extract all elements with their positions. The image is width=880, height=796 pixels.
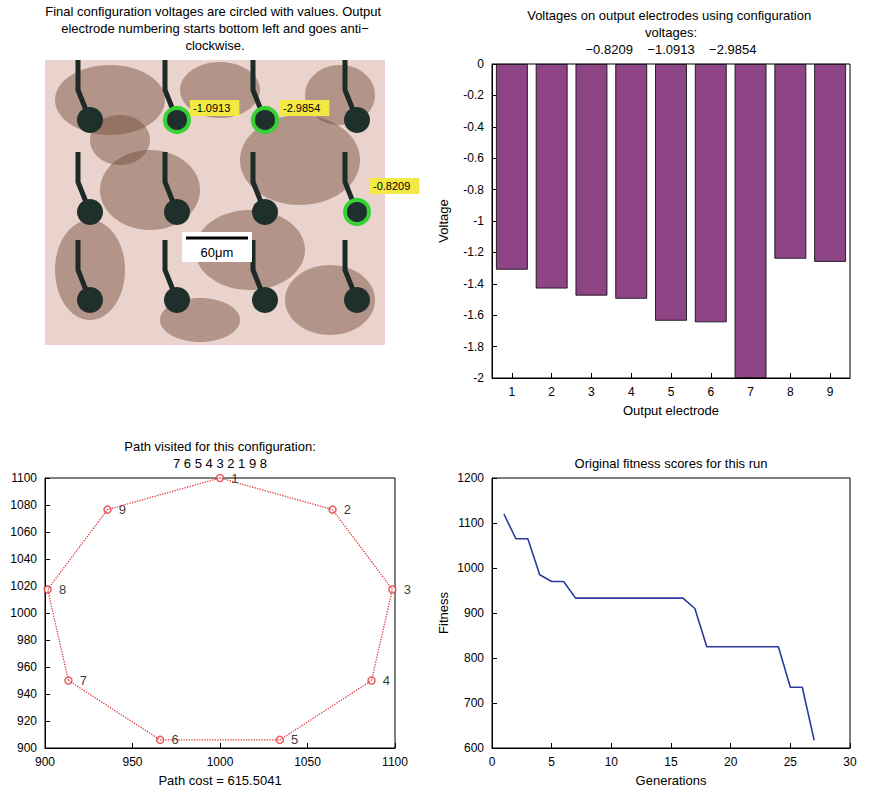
svg-text:800: 800 — [464, 651, 484, 665]
svg-text:3: 3 — [404, 582, 411, 597]
svg-text:7 6 5 4 3 2 1 9 8: 7 6 5 4 3 2 1 9 8 — [173, 456, 267, 471]
svg-text:-0.8209: -0.8209 — [373, 180, 410, 192]
svg-text:1080: 1080 — [10, 498, 37, 512]
svg-text:700: 700 — [464, 696, 484, 710]
svg-text:-0.2: -0.2 — [463, 88, 484, 102]
svg-text:1040: 1040 — [10, 552, 37, 566]
svg-text:-0.8: -0.8 — [463, 183, 484, 197]
svg-text:1050: 1050 — [294, 755, 321, 769]
svg-text:5: 5 — [548, 755, 555, 769]
svg-text:1: 1 — [509, 385, 516, 399]
svg-text:25: 25 — [784, 755, 798, 769]
svg-text:1: 1 — [231, 470, 239, 486]
svg-text:−0.8209 −1.0913 −2.9854: −0.8209 −1.0913 −2.9854 — [586, 42, 757, 57]
svg-text:0: 0 — [477, 57, 484, 71]
svg-text:-0.6: -0.6 — [463, 151, 484, 165]
svg-text:10: 10 — [605, 755, 619, 769]
svg-text:Path visited for this configur: Path visited for this configuration: — [124, 439, 316, 454]
svg-text:-1.0913: -1.0913 — [193, 102, 230, 114]
svg-text:Voltage: Voltage — [436, 199, 451, 242]
svg-text:1060: 1060 — [10, 525, 37, 539]
svg-text:-1: -1 — [473, 214, 484, 228]
svg-text:1020: 1020 — [10, 579, 37, 593]
svg-text:600: 600 — [464, 741, 484, 755]
svg-text:-1.6: -1.6 — [463, 308, 484, 322]
svg-text:3: 3 — [588, 385, 595, 399]
svg-text:9: 9 — [827, 385, 834, 399]
svg-text:8: 8 — [59, 582, 66, 597]
svg-text:1100: 1100 — [11, 471, 37, 485]
svg-text:900: 900 — [464, 606, 484, 620]
svg-text:9: 9 — [118, 502, 126, 518]
svg-text:electrode numbering starts bot: electrode numbering starts bottom left a… — [61, 21, 369, 36]
svg-text:8: 8 — [787, 385, 794, 399]
svg-text:2: 2 — [548, 385, 555, 399]
svg-text:1000: 1000 — [457, 561, 484, 575]
svg-text:Output electrode: Output electrode — [623, 403, 719, 418]
svg-text:clockwise.: clockwise. — [185, 38, 244, 53]
svg-text:Original fitness scores for th: Original fitness scores for this run — [575, 456, 768, 471]
svg-text:900: 900 — [17, 741, 37, 755]
svg-text:-2: -2 — [473, 371, 484, 385]
svg-text:Path cost = 615.5041: Path cost = 615.5041 — [158, 773, 281, 788]
svg-text:950: 950 — [122, 755, 142, 769]
svg-text:Fitness: Fitness — [436, 592, 451, 634]
svg-text:1100: 1100 — [382, 755, 408, 769]
svg-text:920: 920 — [17, 714, 37, 728]
svg-text:960: 960 — [17, 660, 37, 674]
svg-text:4: 4 — [628, 385, 635, 399]
svg-text:Generations: Generations — [636, 773, 707, 788]
svg-text:-1.2: -1.2 — [463, 245, 484, 259]
svg-text:6: 6 — [707, 385, 714, 399]
svg-text:980: 980 — [17, 633, 37, 647]
svg-text:-1.4: -1.4 — [463, 277, 484, 291]
svg-text:1100: 1100 — [458, 516, 484, 530]
svg-text:-0.4: -0.4 — [463, 120, 484, 134]
svg-text:1000: 1000 — [10, 606, 37, 620]
svg-text:940: 940 — [17, 687, 37, 701]
svg-text:4: 4 — [383, 673, 390, 688]
svg-text:5: 5 — [291, 732, 298, 747]
svg-text:1200: 1200 — [457, 471, 484, 485]
svg-text:7: 7 — [80, 673, 87, 688]
svg-text:7: 7 — [747, 385, 754, 399]
svg-text:voltages:: voltages: — [645, 25, 697, 40]
svg-text:-2.9854: -2.9854 — [283, 102, 320, 114]
svg-text:0: 0 — [489, 755, 496, 769]
svg-text:900: 900 — [35, 755, 55, 769]
svg-text:20: 20 — [724, 755, 738, 769]
svg-text:Final configuration voltages a: Final configuration voltages are circled… — [45, 4, 385, 19]
svg-text:60μm: 60μm — [201, 245, 234, 260]
svg-text:2: 2 — [344, 502, 351, 517]
svg-text:Voltages on output electrodes: Voltages on output electrodes using conf… — [527, 8, 815, 23]
svg-text:1000: 1000 — [207, 755, 234, 769]
svg-text:15: 15 — [664, 755, 678, 769]
svg-text:-1.8: -1.8 — [463, 340, 484, 354]
svg-text:6: 6 — [171, 732, 178, 747]
svg-text:5: 5 — [668, 385, 675, 399]
svg-text:30: 30 — [843, 755, 857, 769]
